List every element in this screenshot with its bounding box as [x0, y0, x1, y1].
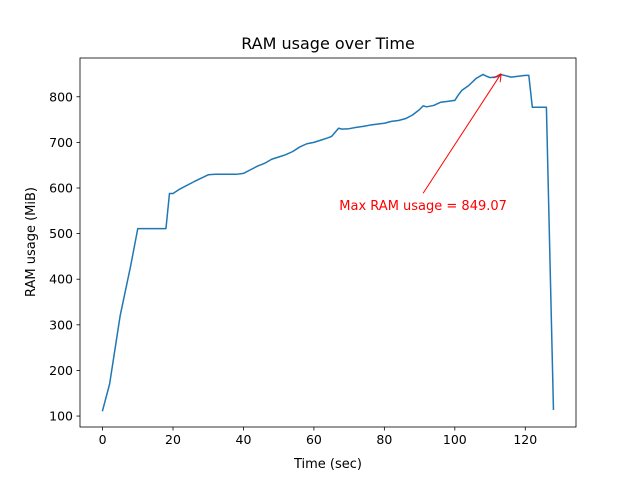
- y-tick-label: 200: [49, 363, 73, 378]
- y-tick-label: 400: [49, 272, 73, 287]
- x-tick-label: 100: [443, 432, 467, 447]
- series-line-0: [101, 73, 555, 412]
- y-axis-title: RAM usage (MiB): [24, 187, 39, 297]
- y-tick-label: 600: [49, 180, 73, 195]
- plot-area: 0 20 40 60 80 100 120 100 200 300 400 500 600 700 800 M…: [49, 57, 577, 447]
- x-tick-label: 20: [165, 432, 181, 447]
- y-tick-label: 700: [49, 135, 73, 150]
- x-tick-label: 80: [376, 432, 392, 447]
- x-tick-label: 60: [306, 432, 322, 447]
- annotation-label: Max RAM usage = 849.07: [339, 199, 507, 214]
- x-tick-label: 40: [236, 432, 252, 447]
- y-tick-label: 500: [49, 226, 73, 241]
- x-axis-title: Time (sec): [293, 457, 362, 472]
- annotation-arrow: [422, 74, 501, 194]
- y-tick-label: 300: [49, 317, 73, 332]
- y-tick-label: 100: [49, 409, 73, 424]
- x-tick-label: 120: [513, 432, 537, 447]
- y-tick-label: 800: [49, 89, 73, 104]
- x-tick-label: 0: [99, 432, 107, 447]
- axes-frame: [79, 57, 577, 428]
- chart-title: RAM usage over Time: [241, 34, 415, 53]
